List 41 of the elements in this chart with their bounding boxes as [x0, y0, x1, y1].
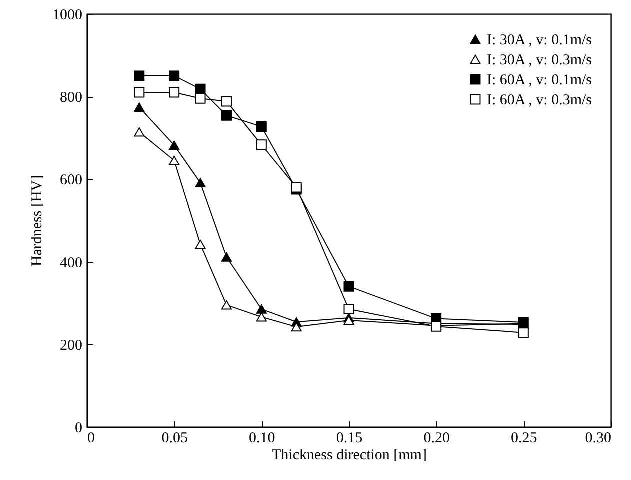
point — [221, 252, 232, 262]
y-tick-label: 200 — [60, 338, 82, 354]
legend-label: I: 60A , v: 0.1m/s — [487, 72, 592, 88]
y-tick-label: 800 — [60, 90, 82, 106]
point — [221, 96, 232, 107]
x-tick-label: 0.15 — [336, 430, 363, 446]
point — [134, 70, 145, 82]
point — [221, 300, 232, 310]
point — [221, 110, 232, 121]
point — [134, 128, 145, 137]
point — [169, 87, 180, 98]
point — [256, 140, 267, 150]
legend-label: I: 30A , v: 0.3m/s — [487, 52, 592, 68]
y-tick-label: 1000 — [52, 8, 82, 24]
point — [195, 178, 206, 188]
x-tick-label: 0.05 — [162, 430, 188, 446]
x-tick-label: 0.10 — [249, 430, 276, 446]
point — [195, 240, 206, 250]
x-axis-title: Thickness direction [mm] — [272, 448, 427, 464]
y-axis-title: Hardness [HV] — [30, 175, 46, 267]
point — [169, 156, 180, 166]
x-tick-label: 0 — [88, 430, 95, 446]
y-tick-label: 600 — [60, 172, 82, 189]
y-tick-label: 400 — [60, 255, 82, 272]
point — [344, 304, 354, 315]
point — [256, 312, 267, 322]
point — [169, 70, 180, 82]
point — [256, 122, 267, 132]
legend-label: I: 60A , v: 0.3m/s — [487, 92, 592, 108]
y-tick-label: 0 — [75, 420, 82, 436]
x-tick-label: 0.20 — [424, 430, 450, 446]
point — [518, 328, 529, 338]
x-tick-label: 0.30 — [585, 430, 612, 446]
point — [134, 87, 145, 98]
x-tick-label: 0.25 — [511, 430, 538, 446]
point — [256, 304, 267, 314]
legend-label: I: 30A , v: 0.1m/s — [487, 32, 592, 48]
point — [195, 84, 206, 94]
point — [169, 140, 180, 150]
point — [344, 281, 354, 292]
point — [134, 102, 145, 112]
